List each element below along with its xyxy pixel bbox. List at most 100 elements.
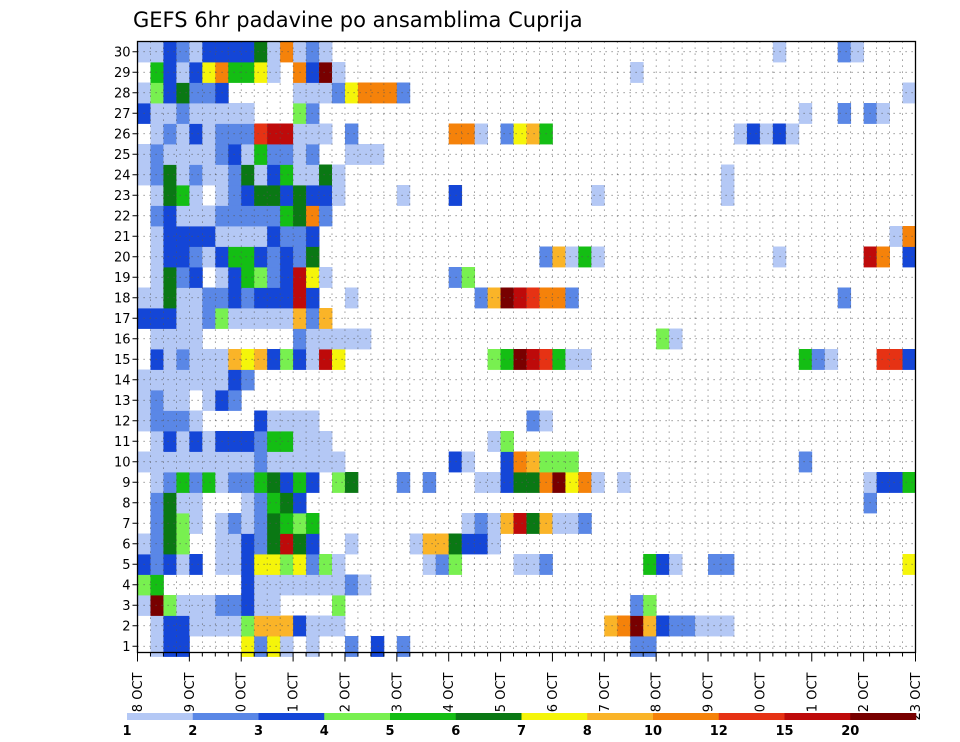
heatmap-cell xyxy=(150,472,164,493)
colorbar-label: 8 xyxy=(583,724,592,739)
heatmap-cell xyxy=(526,513,540,534)
heatmap-cell xyxy=(721,164,735,186)
heatmap-cell xyxy=(332,451,346,473)
heatmap-cell xyxy=(254,615,268,637)
heatmap-cell xyxy=(280,185,294,206)
heatmap-cell xyxy=(202,62,216,83)
heatmap-cell xyxy=(254,226,268,247)
heatmap-cell xyxy=(228,369,242,391)
y-tick-label: 29 xyxy=(114,66,131,81)
heatmap-cell xyxy=(202,226,216,247)
heatmap-cell xyxy=(176,513,190,534)
heatmap-cell xyxy=(902,246,916,268)
heatmap-cell xyxy=(280,636,294,657)
heatmap-cell xyxy=(837,41,852,63)
heatmap-cell xyxy=(267,451,281,473)
heatmap-cell xyxy=(163,451,177,473)
heatmap-cell xyxy=(254,62,268,83)
y-tick-label: 9 xyxy=(122,476,130,491)
heatmap-cell xyxy=(228,533,242,555)
heatmap-cell xyxy=(280,267,294,288)
heatmap-cell xyxy=(889,349,903,370)
heatmap-cell xyxy=(267,595,281,616)
heatmap-cell xyxy=(241,246,255,268)
heatmap-cell xyxy=(267,533,281,555)
heatmap-cell xyxy=(163,144,177,165)
heatmap-cell xyxy=(319,615,333,637)
heatmap-cell xyxy=(189,308,203,329)
heatmap-cell xyxy=(811,349,826,370)
heatmap-cell xyxy=(241,492,255,514)
y-tick-label: 20 xyxy=(114,250,131,265)
heatmap-cell xyxy=(176,492,190,514)
heatmap-cell xyxy=(332,554,346,575)
heatmap-cell xyxy=(163,82,177,104)
heatmap-cell xyxy=(189,185,203,206)
heatmap-cell xyxy=(267,410,281,432)
heatmap-cell xyxy=(189,123,203,145)
heatmap-cell xyxy=(552,246,566,268)
heatmap-cell xyxy=(267,615,281,637)
heatmap-cell xyxy=(254,595,268,616)
heatmap-cell xyxy=(526,349,540,370)
heatmap-cell xyxy=(396,82,411,104)
heatmap-cell xyxy=(150,431,164,452)
heatmap-cell xyxy=(176,267,190,288)
heatmap-cell xyxy=(837,103,852,124)
heatmap-cell xyxy=(721,185,735,206)
heatmap-cell xyxy=(176,472,190,493)
heatmap-cell xyxy=(643,554,657,575)
heatmap-cell xyxy=(422,554,437,575)
chart-title: GEFS 6hr padavine po ansamblima Cuprija xyxy=(133,8,583,32)
heatmap-cell xyxy=(591,472,605,493)
heatmap-cell xyxy=(254,144,268,165)
heatmap-cell xyxy=(267,246,281,268)
heatmap-cell xyxy=(357,144,372,165)
heatmap-cell xyxy=(241,472,255,493)
heatmap-cell xyxy=(306,472,320,493)
colorbar-label: 15 xyxy=(775,724,793,739)
heatmap-cell xyxy=(500,123,514,145)
heatmap-cell xyxy=(202,472,216,493)
y-tick-label: 19 xyxy=(114,271,131,286)
heatmap-cell xyxy=(241,123,255,145)
heatmap-cell xyxy=(228,595,242,616)
heatmap-cell xyxy=(448,267,463,288)
heatmap-cell xyxy=(319,308,333,329)
y-tick-label: 18 xyxy=(114,291,131,306)
heatmap-cell xyxy=(280,164,294,186)
heatmap-cell xyxy=(319,164,333,186)
colorbar-label: 7 xyxy=(517,724,526,739)
heatmap-cell xyxy=(254,267,268,288)
colorbar-segment xyxy=(192,713,259,720)
heatmap-cell xyxy=(176,615,190,637)
heatmap-cell xyxy=(565,513,579,534)
heatmap-cell xyxy=(280,513,294,534)
heatmap-cell xyxy=(202,144,216,165)
heatmap-cell xyxy=(306,185,320,206)
heatmap-cell xyxy=(189,246,203,268)
heatmap-cell xyxy=(500,472,514,493)
heatmap-cell xyxy=(332,82,346,104)
x-tick-label: 22 OCT xyxy=(857,672,872,720)
colorbar-label: 2 xyxy=(188,724,197,739)
heatmap-cell xyxy=(202,103,216,124)
heatmap-cell xyxy=(254,246,268,268)
heatmap-cell xyxy=(733,123,748,145)
heatmap-cell xyxy=(526,554,540,575)
heatmap-cell xyxy=(344,287,359,309)
heatmap-cell xyxy=(487,431,501,452)
heatmap-cell xyxy=(241,287,255,309)
heatmap-cell xyxy=(267,349,281,370)
y-tick-label: 11 xyxy=(114,435,131,450)
heatmap-cell xyxy=(228,390,242,411)
heatmap-cell xyxy=(267,492,281,514)
heatmap-cell xyxy=(357,328,372,350)
heatmap-cell xyxy=(526,123,540,145)
heatmap-cell xyxy=(267,41,281,63)
heatmap-cell xyxy=(176,595,190,616)
heatmap-cell xyxy=(824,349,839,370)
heatmap-cell xyxy=(189,164,203,186)
colorbar-segment xyxy=(653,713,720,720)
heatmap-cell xyxy=(513,123,527,145)
